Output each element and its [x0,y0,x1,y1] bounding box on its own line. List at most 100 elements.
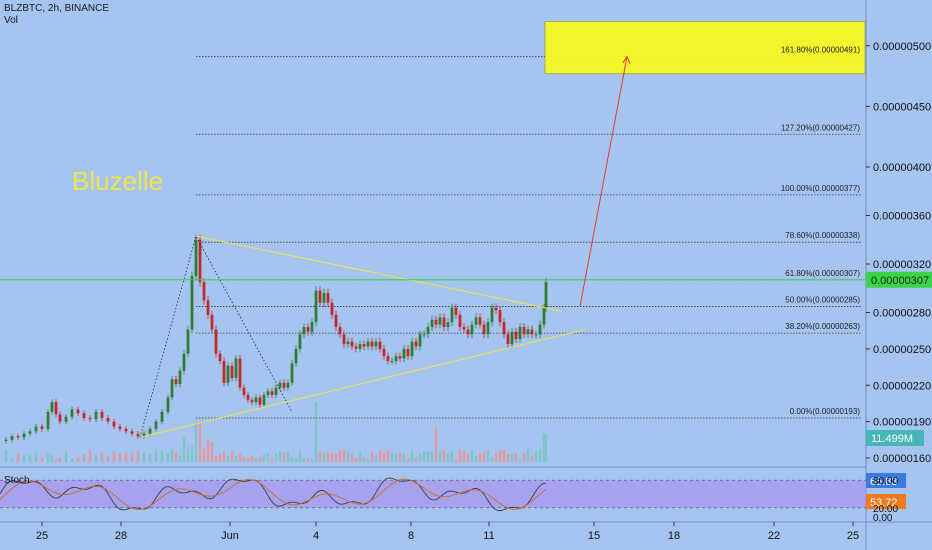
candle-body [322,293,326,303]
time-tick-label: 11 [483,530,494,542]
volume-bar [226,455,230,462]
candle-body [274,387,278,395]
candle-body [314,290,318,323]
volume-bar [518,458,522,462]
candle-body [494,307,498,311]
volume-bar [486,449,490,462]
candle-body [198,239,202,283]
candle-body [148,428,152,434]
candle-body [106,417,110,422]
volume-bar [58,457,62,462]
price-tick-label: 0.00000320 [873,259,931,271]
candle-body [434,319,438,325]
stoch-d-line [0,478,547,510]
volume-bar [246,457,250,462]
volume-bar [278,451,282,462]
candle-body [50,402,54,412]
target-zone-box [544,21,866,74]
volume-bar [166,453,170,462]
volume-badge [866,430,924,446]
candle-body [100,411,104,418]
candle-body [142,433,146,437]
candle-body [474,317,478,325]
volume-bar [330,452,334,462]
volume-bar [106,455,110,462]
volume-bar [230,451,234,462]
candle-body [112,421,116,427]
volume-bar [286,450,290,462]
volume-bar [274,453,278,462]
candle-body [250,399,254,403]
volume-bar [430,451,434,462]
candle-body [178,370,182,385]
volume-bar [462,450,466,462]
volume-bar [112,451,116,462]
volume-bar [124,452,128,462]
volume-bar [94,454,98,462]
candle-body [214,329,218,354]
stoch-k-line [0,477,547,512]
candle-body [46,411,50,429]
triangle-upper-trendline [195,235,563,312]
candle-body [22,433,26,438]
volume-bar [148,453,152,462]
volume-bar [214,455,218,462]
volume-bar [358,452,362,462]
volume-bar [362,457,366,462]
volume-bar [222,451,226,462]
candle-body [258,397,262,405]
volume-indicator-label: Vol [4,15,18,26]
candle-body [154,421,158,429]
candle-body [318,290,322,303]
volume-bar [186,447,190,462]
time-tick-label: 25 [36,530,48,542]
fib-level-label: 127.20%(0.00000427) [781,123,861,132]
candle-body [88,417,92,420]
volume-bar [502,449,506,462]
volume-bar [4,449,8,462]
candle-body [278,382,282,388]
fib-level-label: 100.00%(0.00000377) [781,184,861,193]
candle-body [346,341,350,345]
candle-body [282,382,286,388]
price-tick-label: 0.00000280 [873,308,931,320]
volume-bar [22,455,26,462]
time-tick-label: 8 [408,530,414,542]
volume-bar [398,452,402,462]
volume-bar [154,449,158,462]
candle-body [136,433,140,437]
volume-bar [438,450,442,462]
volume-bar [178,456,182,462]
candle-body [210,314,214,330]
stoch-tick-label: 80.00 [873,476,898,487]
candle-body [54,402,58,415]
candle-body [310,322,314,332]
candle-body [350,341,354,347]
candle-body [58,414,62,422]
candle-body [410,341,414,357]
candle-body [306,327,310,332]
candle-body [28,431,32,434]
candle-body [10,436,14,440]
stoch-indicator-label: Stoch [4,475,30,486]
volume-bar [374,454,378,462]
volume-bar [76,457,80,462]
candle-body [482,324,486,335]
candle-body [390,361,394,362]
volume-bar [418,453,422,462]
candle-body [358,344,362,349]
candle-body [230,365,234,378]
candle-body [160,411,164,422]
candle-body [442,317,446,328]
candle-body [454,307,458,315]
volume-bar [40,457,44,462]
volume-bar [194,422,198,462]
candle-body [218,353,222,361]
candle-body [518,327,522,340]
candle-body [338,327,342,335]
volume-bar [266,453,270,462]
candle-body [362,344,366,347]
current-price-badge-label: 0.00000307 [871,275,929,287]
volume-bar [510,453,514,462]
